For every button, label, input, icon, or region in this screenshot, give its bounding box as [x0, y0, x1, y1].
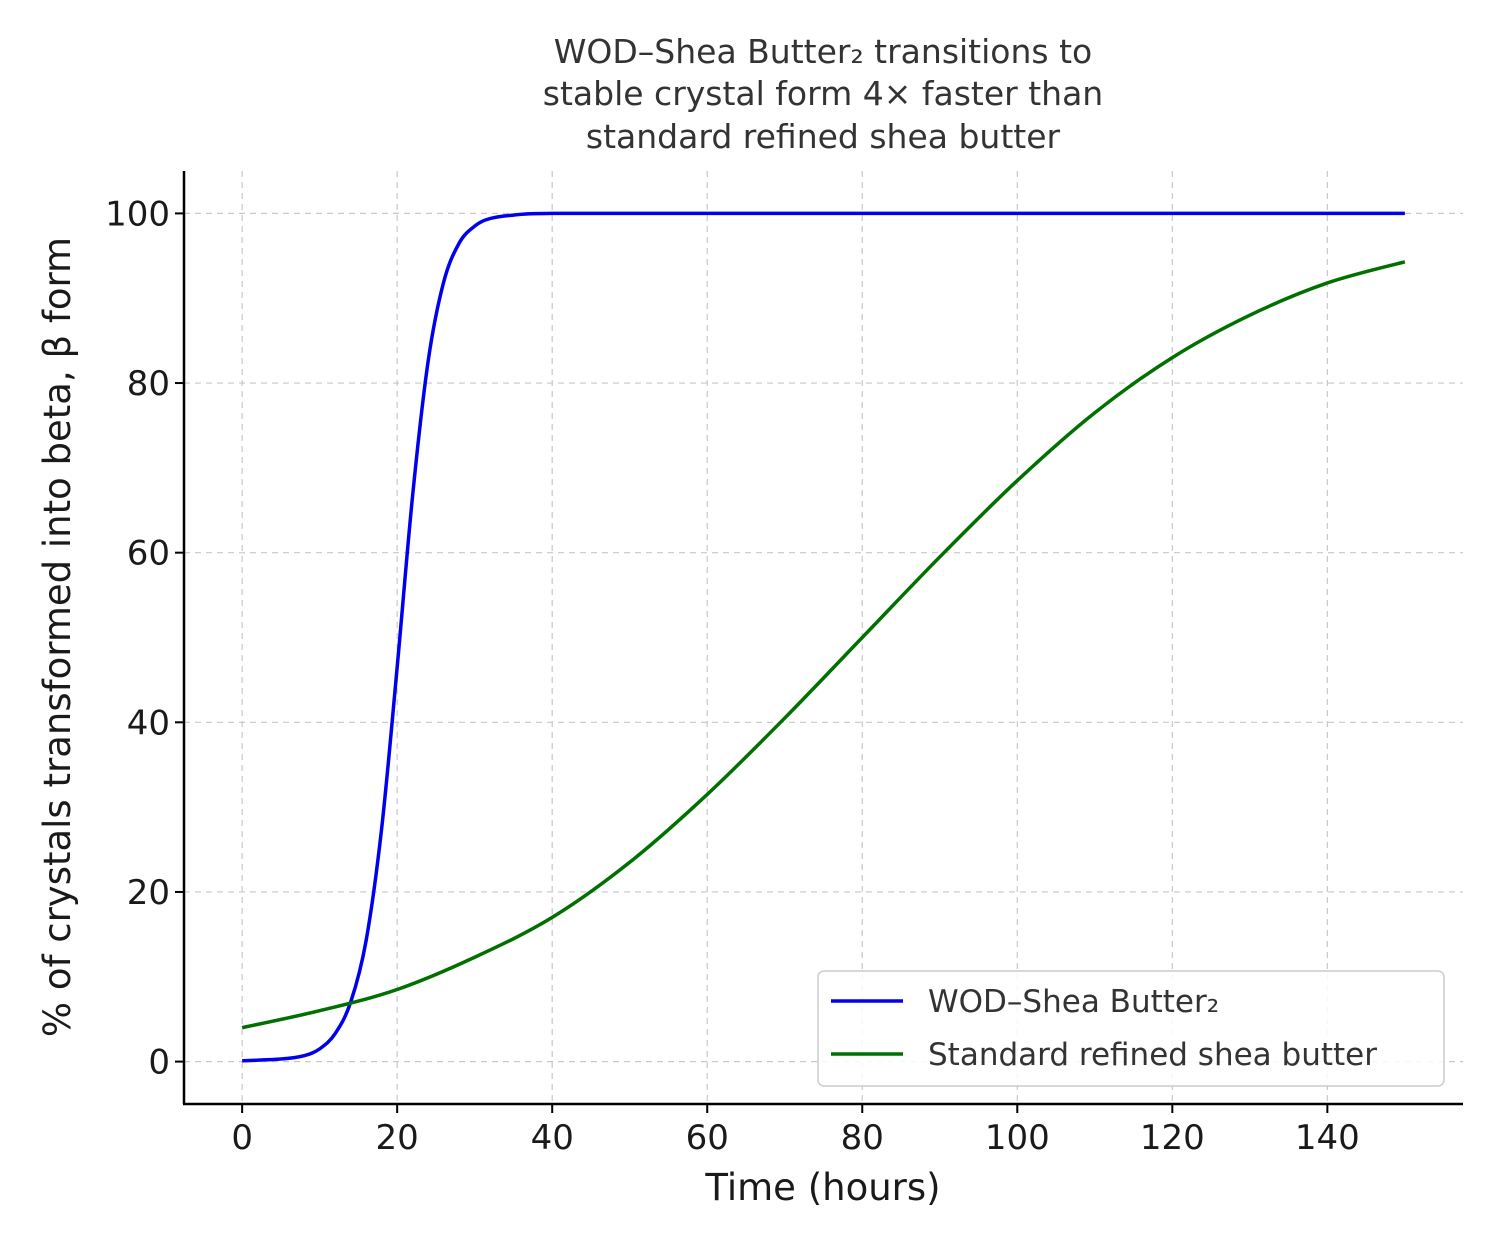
- x-axis-label: Time (hours): [704, 1166, 940, 1209]
- y-tick-label-60: 60: [127, 534, 170, 574]
- chart-title-line-2: stable crystal form 4× faster than: [543, 74, 1103, 113]
- x-tick-label-20: 20: [376, 1118, 419, 1158]
- y-tick-label-0: 0: [148, 1043, 170, 1083]
- legend-label-wod-shea: WOD–Shea Butter₂: [928, 984, 1219, 1020]
- legend: WOD–Shea Butter₂ Standard refined shea b…: [817, 970, 1445, 1087]
- chart-title-line-1: WOD–Shea Butter₂ transitions to: [554, 32, 1092, 71]
- x-tick-label-140: 140: [1295, 1118, 1360, 1158]
- chart-title: WOD–Shea Butter₂ transitions to stable c…: [543, 32, 1103, 156]
- x-tick-label-60: 60: [686, 1118, 729, 1158]
- x-tick-label-40: 40: [531, 1118, 574, 1158]
- y-axis-label: % of crystals transformed into beta, β f…: [36, 237, 79, 1037]
- legend-label-standard: Standard refined shea butter: [928, 1037, 1377, 1073]
- y-tick-label-40: 40: [127, 703, 170, 743]
- series-line-wod-shea: [242, 211, 1405, 1063]
- series-lines: [241, 211, 1406, 1063]
- x-tick-label-80: 80: [841, 1118, 884, 1158]
- y-axis-ticks: 0 20 40 60 80 100: [105, 194, 184, 1083]
- y-tick-label-100: 100: [105, 194, 170, 234]
- series-line-standard: [241, 260, 1406, 1030]
- legend-box: [817, 970, 1445, 1087]
- chart-title-line-3: standard refined shea butter: [586, 117, 1061, 156]
- y-tick-label-20: 20: [127, 873, 170, 913]
- x-axis-ticks: 0 20 40 60 80 100 120 140: [231, 1104, 1360, 1158]
- x-tick-label-100: 100: [985, 1118, 1050, 1158]
- x-tick-label-120: 120: [1140, 1118, 1205, 1158]
- x-tick-label-0: 0: [231, 1118, 253, 1158]
- y-tick-label-80: 80: [127, 364, 170, 404]
